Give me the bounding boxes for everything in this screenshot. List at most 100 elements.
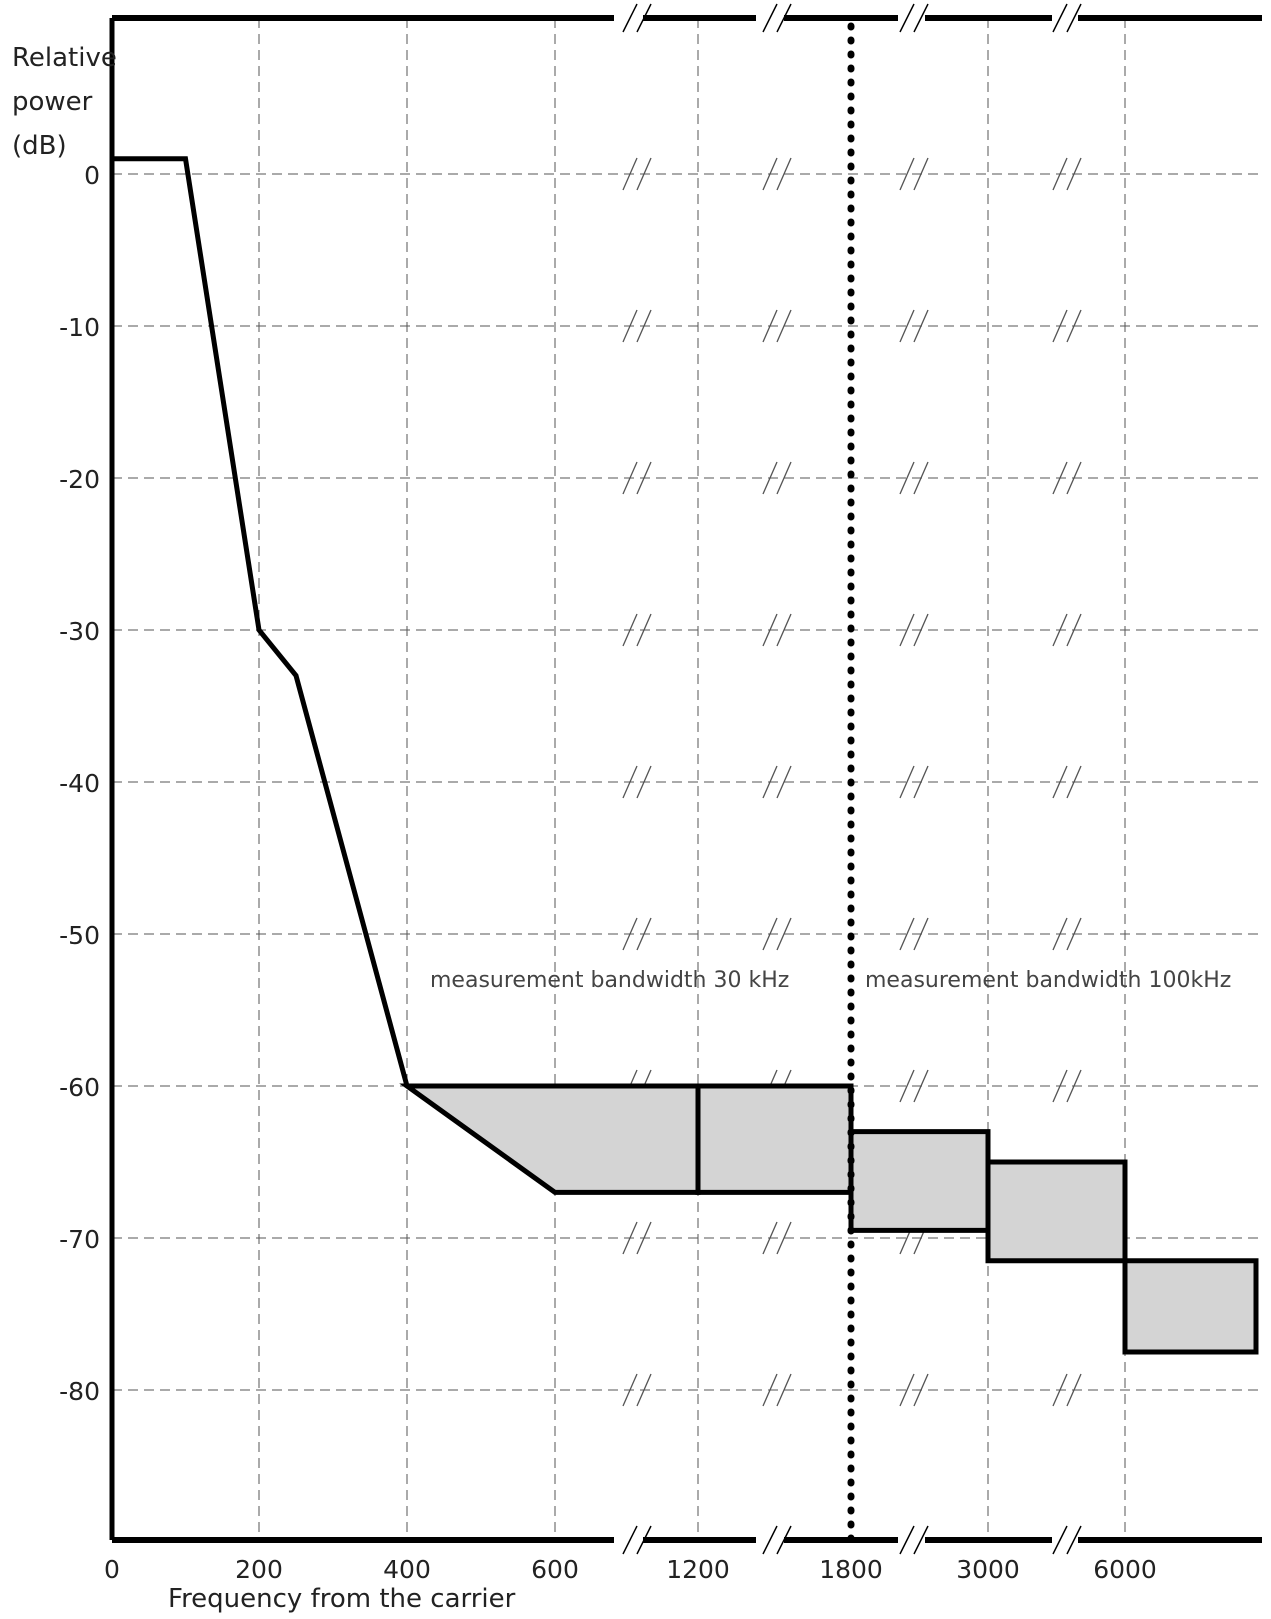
axis-break-mark <box>899 1525 915 1555</box>
axis-break-mark <box>622 3 638 33</box>
axis-break-mark <box>913 917 929 951</box>
axis-break-mark <box>636 613 652 647</box>
y-tick-label: -20 <box>59 465 100 494</box>
axis-break-mark <box>762 1221 778 1255</box>
axis-break-mark <box>899 461 915 495</box>
axis-break-mark <box>622 765 638 799</box>
axis-break-mark <box>636 1221 652 1255</box>
axis-break-mark <box>776 309 792 343</box>
axis-break-mark <box>899 613 915 647</box>
axes <box>109 3 1262 1555</box>
axis-break-mark <box>899 765 915 799</box>
x-tick-label: 200 <box>235 1555 283 1584</box>
x-tick-labels: 0 200 400 600 1200 1800 3000 6000 <box>104 1555 1157 1584</box>
x-tick-label: 600 <box>531 1555 579 1584</box>
axis-break-mark <box>1052 461 1068 495</box>
axis-break-mark <box>636 3 652 33</box>
axis-break-mark <box>1066 1525 1082 1555</box>
annotation-100khz: measurement bandwidth 100kHz <box>865 968 1231 993</box>
axis-break-mark <box>776 765 792 799</box>
y-axis-label-line: power <box>12 87 93 117</box>
y-tick-label: -50 <box>59 921 100 950</box>
x-tick-label: 1800 <box>819 1555 883 1584</box>
axis-break-mark <box>762 1525 778 1555</box>
axis-break-mark <box>899 1373 915 1407</box>
axis-break-mark <box>622 1525 638 1555</box>
axis-break-marks <box>622 157 1082 1407</box>
y-tick-label: -40 <box>59 769 100 798</box>
axis-break-mark <box>1066 1069 1082 1103</box>
axis-break-mark <box>622 1221 638 1255</box>
gridlines <box>112 18 1262 1540</box>
axis-break-mark <box>636 461 652 495</box>
axis-break-mark <box>899 917 915 951</box>
axis-break-mark <box>1052 157 1068 191</box>
axis-break-mark <box>622 1373 638 1407</box>
axis-break-mark <box>1052 1525 1068 1555</box>
axis-break-mark <box>913 613 929 647</box>
axis-break-mark <box>913 765 929 799</box>
axis-break-mark <box>776 917 792 951</box>
axis-break-mark <box>622 309 638 343</box>
axis-break-mark <box>762 917 778 951</box>
y-tick-label: -60 <box>59 1073 100 1102</box>
axis-break-mark <box>762 157 778 191</box>
axis-break-mark <box>762 765 778 799</box>
axis-break-mark <box>776 1525 792 1555</box>
axis-break-mark <box>913 1069 929 1103</box>
axis-break-mark <box>636 309 652 343</box>
shaded-regions <box>399 1083 1259 1355</box>
axis-break-mark <box>1052 3 1068 33</box>
y-axis-label-line: Relative <box>12 43 117 73</box>
axis-break-mark <box>762 613 778 647</box>
y-axis-label: Relative power (dB) <box>12 43 117 161</box>
shaded-region <box>848 1129 991 1233</box>
axis-break-mark <box>622 917 638 951</box>
axis-break-mark <box>776 613 792 647</box>
x-axis-label: Frequency from the carrier <box>168 1584 516 1614</box>
shaded-region <box>1122 1258 1259 1355</box>
axis-break-mark <box>913 157 929 191</box>
axis-break-mark <box>762 1373 778 1407</box>
axis-break-mark <box>1052 613 1068 647</box>
axis-break-mark <box>762 461 778 495</box>
y-tick-label: -30 <box>59 617 100 646</box>
axis-break-mark <box>1052 917 1068 951</box>
axis-break-mark <box>776 461 792 495</box>
axis-break-mark <box>776 1221 792 1255</box>
axis-break-mark <box>1066 157 1082 191</box>
y-tick-labels: 0 -10 -20 -30 -40 -50 -60 -70 -80 <box>59 161 100 1406</box>
axis-break-mark <box>1052 1069 1068 1103</box>
axis-break-mark <box>776 3 792 33</box>
axis-break-mark <box>913 1525 929 1555</box>
axis-break-mark <box>1052 309 1068 343</box>
shaded-region <box>399 1083 701 1195</box>
axis-break-mark <box>899 157 915 191</box>
y-tick-label: 0 <box>84 161 100 190</box>
axis-break-mark <box>1066 461 1082 495</box>
axis-break-mark <box>1066 1373 1082 1407</box>
axis-break-mark <box>899 1069 915 1103</box>
y-tick-label: -70 <box>59 1225 100 1254</box>
axis-break-mark <box>762 309 778 343</box>
axis-break-mark <box>1066 309 1082 343</box>
axis-break-mark <box>622 613 638 647</box>
x-tick-label: 1200 <box>666 1555 730 1584</box>
axis-break-mark <box>913 1373 929 1407</box>
axis-break-mark <box>636 1525 652 1555</box>
annotation-30khz: measurement bandwidth 30 kHz <box>430 968 789 993</box>
axis-break-mark <box>636 1373 652 1407</box>
x-tick-label: 400 <box>383 1555 431 1584</box>
mask-curve <box>112 156 410 1087</box>
y-tick-label: -10 <box>59 313 100 342</box>
x-tick-label: 0 <box>104 1555 120 1584</box>
axis-break-mark <box>636 917 652 951</box>
axis-break-mark <box>776 1373 792 1407</box>
axis-break-mark <box>899 309 915 343</box>
axis-break-mark <box>1066 613 1082 647</box>
axis-break-mark <box>1066 917 1082 951</box>
mask-curve-group <box>112 156 410 1087</box>
axis-break-mark <box>913 3 929 33</box>
